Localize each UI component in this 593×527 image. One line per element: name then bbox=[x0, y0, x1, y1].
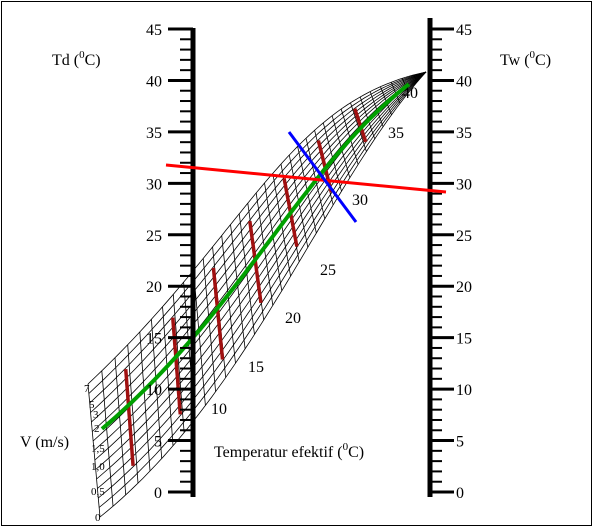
tw-tick-label: 30 bbox=[456, 176, 472, 193]
td-tick-label: 5 bbox=[154, 434, 162, 451]
tw-tick-label: 20 bbox=[456, 279, 472, 296]
te-label-30: 30 bbox=[352, 192, 368, 209]
v-label-0: 0 bbox=[95, 512, 101, 524]
grid-line-temperature bbox=[359, 96, 376, 140]
te-label-10: 10 bbox=[211, 401, 227, 418]
isotherm-marker bbox=[171, 317, 183, 415]
v-label-1-0: 1,0 bbox=[91, 461, 105, 473]
isotherm-marker bbox=[353, 108, 368, 143]
grid-line-temperature bbox=[369, 91, 384, 127]
te-label-20: 20 bbox=[285, 310, 301, 327]
grid-line-temperature bbox=[127, 344, 139, 484]
green-reference-curve bbox=[100, 82, 411, 431]
v-label-3: 3 bbox=[93, 409, 99, 421]
isotherm-marker bbox=[211, 267, 225, 360]
te-label-25: 25 bbox=[320, 262, 336, 279]
te-label-15: 15 bbox=[248, 359, 264, 376]
te-label-40: 40 bbox=[402, 85, 418, 102]
tw-tick-label: 45 bbox=[456, 22, 472, 39]
grid-line-temperature bbox=[221, 235, 236, 364]
grid-line-temperature bbox=[350, 102, 367, 152]
grid-line-temperature bbox=[202, 258, 216, 392]
td-axis-ticks: 0 5 10 15 20 25 30 35 40 45 bbox=[146, 22, 193, 502]
grid-line-velocity bbox=[88, 71, 427, 394]
grid-line-temperature bbox=[331, 115, 351, 178]
v-label-0-5: 0,5 bbox=[91, 486, 105, 498]
td-tick-label: 0 bbox=[154, 485, 162, 502]
v-label-5: 5 bbox=[89, 399, 95, 411]
tw-tick-label: 15 bbox=[456, 331, 472, 348]
tw-tick-label: 40 bbox=[456, 73, 472, 90]
tw-axis-ticks: 0 5 10 15 20 25 30 35 40 45 bbox=[430, 22, 472, 502]
td-tick-label: 45 bbox=[146, 22, 162, 39]
grid-line-temperature bbox=[413, 74, 418, 83]
grid-line-temperature bbox=[114, 357, 127, 495]
tw-axis-title: Tw (0C) bbox=[500, 49, 551, 69]
isotherm-marker bbox=[123, 368, 135, 466]
te-label-35: 35 bbox=[388, 125, 404, 142]
v-label-7: 7 bbox=[84, 383, 90, 395]
v-axis-title: V (m/s) bbox=[20, 434, 69, 451]
grid-line-temperature bbox=[101, 370, 114, 507]
grid-line-temperature bbox=[238, 213, 255, 335]
td-tick-label: 10 bbox=[146, 382, 162, 399]
td-tick-label: 20 bbox=[146, 279, 162, 296]
grid-line-velocity bbox=[87, 71, 427, 385]
td-tick-label: 30 bbox=[146, 176, 162, 193]
tw-tick-label: 5 bbox=[456, 434, 464, 451]
grid-line-temperature bbox=[340, 108, 359, 165]
red-reading-line bbox=[165, 163, 447, 194]
blue-reading-line bbox=[287, 131, 358, 223]
grid-line-temperature bbox=[87, 383, 101, 518]
td-tick-label: 25 bbox=[146, 228, 162, 245]
tw-tick-label: 25 bbox=[456, 228, 472, 245]
td-tick-label: 15 bbox=[146, 331, 162, 348]
tw-tick-label: 35 bbox=[456, 125, 472, 142]
grid-line-temperature bbox=[230, 224, 246, 349]
v-label-2: 2 bbox=[94, 423, 100, 435]
td-tick-label: 35 bbox=[146, 125, 162, 142]
td-tick-label: 40 bbox=[146, 73, 162, 90]
td-axis-title: Td (0C) bbox=[52, 49, 101, 69]
tw-tick-label: 10 bbox=[456, 382, 472, 399]
v-label-1-5: 1,5 bbox=[91, 443, 105, 455]
te-axis-title: Temperatur efektif (0C) bbox=[214, 441, 364, 461]
grid-line-temperature bbox=[151, 319, 163, 459]
grid-line-temperature bbox=[139, 331, 151, 472]
grid-line-temperature bbox=[162, 306, 174, 446]
tw-tick-label: 0 bbox=[456, 485, 464, 502]
